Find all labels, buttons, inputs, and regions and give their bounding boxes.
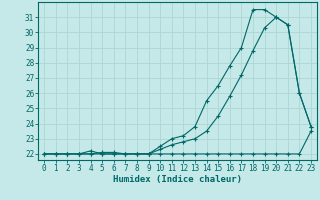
X-axis label: Humidex (Indice chaleur): Humidex (Indice chaleur): [113, 175, 242, 184]
